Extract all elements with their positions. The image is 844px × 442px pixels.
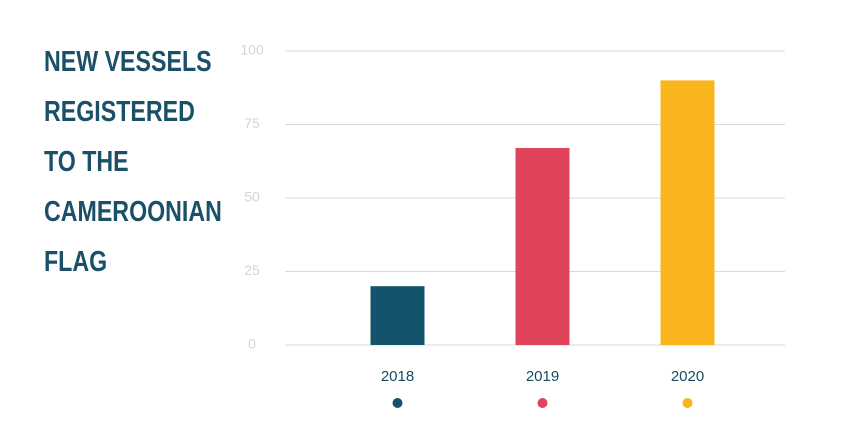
- y-tick-label: 75: [244, 115, 260, 131]
- bar: [660, 80, 715, 346]
- y-tick-label: 50: [244, 189, 260, 205]
- y-tick-label: 25: [244, 262, 260, 278]
- bar: [370, 286, 425, 345]
- x-tick-label: 2020: [671, 368, 704, 385]
- legend-dot: [537, 398, 548, 408]
- x-tick-label: 2019: [526, 368, 559, 385]
- legend-dot: [682, 398, 693, 408]
- y-tick-label: 0: [248, 336, 256, 352]
- x-tick-label: 2018: [381, 368, 414, 385]
- legend-dot: [392, 398, 403, 408]
- chart-title: NEW VESSELS REGISTERED TO THE CAMEROONIA…: [44, 46, 222, 278]
- y-tick-label: 100: [240, 42, 264, 58]
- bar: [515, 148, 570, 345]
